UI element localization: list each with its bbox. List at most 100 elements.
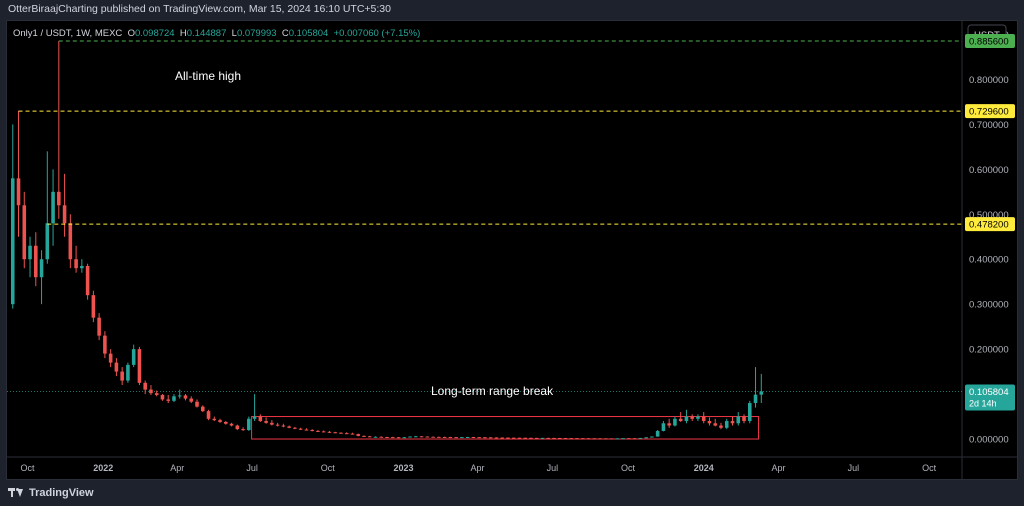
- candle-body-down: [546, 437, 551, 439]
- candle-body-down: [690, 416, 694, 419]
- candle-body-up: [247, 418, 251, 431]
- candle-body-up: [736, 416, 741, 424]
- candle-body-up: [131, 349, 136, 365]
- candle-body-down: [557, 437, 562, 439]
- candle-body-down: [74, 259, 78, 269]
- candle-body-down: [367, 436, 372, 438]
- candle-body-down: [719, 425, 723, 428]
- candle-body-down: [356, 434, 361, 436]
- candle-body-down: [97, 317, 101, 336]
- time-axis-label: Jul: [246, 463, 258, 473]
- candle-body-down: [385, 436, 389, 438]
- time-axis-label: Apr: [471, 463, 485, 473]
- countdown-label: 2d 14h: [969, 398, 997, 408]
- candle-body-down: [494, 437, 499, 439]
- candle-body-down: [160, 394, 165, 400]
- candle-body-up: [45, 223, 50, 260]
- candle-body-down: [609, 438, 614, 440]
- candle-body-up: [172, 396, 176, 401]
- chart-frame[interactable]: 0.9000000.8000000.7000000.6000000.500000…: [6, 20, 1018, 480]
- price-chart[interactable]: 0.9000000.8000000.7000000.6000000.500000…: [7, 21, 1017, 479]
- level-price-tag: [965, 104, 1015, 119]
- candle-body-up: [759, 391, 764, 395]
- candle-body-up: [655, 430, 660, 437]
- time-axis-label: Oct: [922, 463, 937, 473]
- candle-body-down: [333, 432, 337, 434]
- candle-body-down: [68, 223, 73, 260]
- candle-body-up: [650, 436, 654, 438]
- level-price-tag: [965, 33, 1015, 48]
- level-price-label: 0.885600: [969, 36, 1009, 47]
- candle-body-down: [396, 437, 401, 439]
- candle-body-down: [534, 437, 539, 439]
- time-axis-label: 2024: [694, 463, 714, 473]
- candle-body-down: [212, 418, 217, 421]
- candle-body-up: [373, 436, 378, 438]
- candle-body-up: [80, 265, 84, 269]
- candle-body-down: [310, 430, 314, 432]
- candle-body-down: [120, 371, 124, 381]
- time-axis-label: 2023: [393, 463, 413, 473]
- high-value: 0.144887: [187, 28, 232, 39]
- price-tick-label: 0.300000: [969, 300, 1009, 311]
- candle-body-down: [442, 436, 447, 438]
- price-tick-label: 0.800000: [969, 75, 1009, 86]
- brand-name: TradingView: [29, 487, 94, 499]
- candle-body-up: [724, 421, 729, 428]
- candle-body-down: [742, 416, 746, 422]
- candle-body-up: [408, 436, 412, 438]
- candle-body-down: [500, 437, 504, 439]
- candle-body-down: [454, 437, 458, 439]
- candle-body-down: [327, 431, 332, 433]
- candle-body-down: [200, 406, 205, 412]
- candle-body-down: [477, 437, 481, 439]
- close-value: 0.105804: [289, 28, 334, 39]
- time-axis-label: Apr: [772, 463, 786, 473]
- level-price-label: 0.729600: [969, 107, 1009, 118]
- candle-body-down: [488, 437, 493, 439]
- candle-body-down: [563, 438, 568, 440]
- candle-body-up: [747, 403, 752, 422]
- candle-body-up: [638, 437, 643, 439]
- candle-body-down: [390, 437, 395, 439]
- candle-body-down: [183, 395, 188, 399]
- candle-body-up: [684, 416, 689, 422]
- candle-body-up: [28, 245, 32, 260]
- candle-body-down: [344, 433, 349, 435]
- candle-body-down: [701, 416, 706, 422]
- candle-body-down: [598, 438, 602, 440]
- time-axis-label: Oct: [321, 463, 336, 473]
- candle-body-down: [103, 335, 107, 354]
- candle-body-down: [552, 437, 556, 439]
- candle-body-down: [189, 398, 194, 402]
- current-price-tag: [965, 384, 1015, 411]
- open-label: O: [128, 28, 135, 39]
- candle-body-up: [402, 437, 407, 439]
- candle-body-down: [511, 437, 516, 439]
- candle-body-up: [615, 438, 620, 440]
- candle-body-down: [287, 426, 291, 428]
- candle-body-down: [431, 436, 435, 438]
- time-axis-label: Jul: [848, 463, 860, 473]
- candle-body-down: [85, 265, 90, 296]
- candle-body-down: [730, 421, 735, 424]
- open-value: 0.098724: [135, 28, 180, 39]
- candle-body-down: [678, 418, 683, 422]
- candle-body-up: [460, 437, 464, 439]
- candle-body-down: [298, 428, 303, 430]
- level-price-tag: [965, 217, 1015, 232]
- price-tick-label: 0.200000: [969, 345, 1009, 356]
- price-tick-label: 0.400000: [969, 255, 1009, 266]
- level-price-label: 0.478200: [969, 220, 1009, 231]
- time-axis-label: Jul: [547, 463, 559, 473]
- candle-body-down: [275, 424, 280, 426]
- candle-body-down: [581, 438, 585, 440]
- candle-body-up: [673, 418, 677, 426]
- candle-body-up: [465, 436, 470, 438]
- candle-body-up: [51, 191, 55, 224]
- candle-body-down: [483, 437, 487, 439]
- candle-body-down: [218, 420, 222, 422]
- candle-body-down: [627, 438, 631, 440]
- range-box: [251, 416, 760, 440]
- candle-body-down: [16, 178, 21, 206]
